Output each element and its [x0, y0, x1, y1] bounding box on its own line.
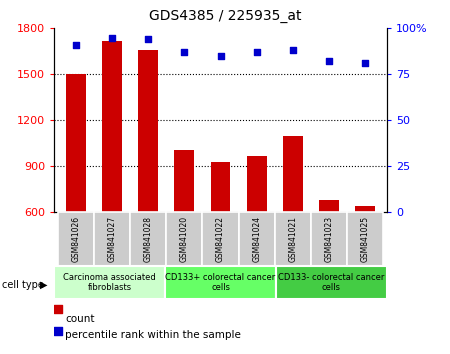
Point: [72, 42, 79, 48]
Bar: [58, 212, 94, 266]
Point: [362, 61, 369, 66]
Text: CD133- colorectal cancer
cells: CD133- colorectal cancer cells: [278, 273, 385, 292]
Bar: [311, 212, 347, 266]
Text: GSM841021: GSM841021: [288, 216, 297, 262]
Text: percentile rank within the sample: percentile rank within the sample: [65, 330, 241, 339]
Bar: [283, 136, 303, 212]
Text: GSM841026: GSM841026: [71, 216, 80, 262]
Text: GSM841022: GSM841022: [216, 216, 225, 262]
Bar: [165, 266, 276, 299]
Bar: [319, 200, 339, 212]
Bar: [276, 266, 387, 299]
Bar: [347, 212, 383, 266]
Text: GDS4385 / 225935_at: GDS4385 / 225935_at: [149, 9, 301, 23]
Text: count: count: [65, 314, 95, 324]
Point: [144, 36, 152, 42]
Text: CD133+ colorectal cancer
cells: CD133+ colorectal cancer cells: [166, 273, 275, 292]
Point: [54, 329, 62, 334]
Point: [217, 53, 224, 59]
Text: GSM841028: GSM841028: [144, 216, 153, 262]
Bar: [130, 212, 166, 266]
Bar: [94, 212, 130, 266]
Bar: [247, 156, 267, 212]
Text: ▶: ▶: [40, 280, 47, 290]
Bar: [54, 266, 165, 299]
Point: [289, 47, 297, 53]
Point: [181, 50, 188, 55]
Text: GSM841024: GSM841024: [252, 216, 261, 262]
Point: [54, 306, 62, 312]
Bar: [275, 212, 311, 266]
Point: [325, 59, 333, 64]
Text: GSM841025: GSM841025: [361, 216, 370, 262]
Text: GSM841027: GSM841027: [108, 216, 117, 262]
Bar: [166, 212, 203, 266]
Text: GSM841023: GSM841023: [324, 216, 333, 262]
Text: cell type: cell type: [2, 280, 44, 290]
Bar: [138, 50, 158, 212]
Bar: [238, 212, 275, 266]
Bar: [356, 206, 375, 212]
Point: [108, 35, 116, 40]
Bar: [202, 212, 238, 266]
Bar: [102, 41, 122, 212]
Text: GSM841020: GSM841020: [180, 216, 189, 262]
Bar: [66, 74, 86, 212]
Text: Carcinoma associated
fibroblasts: Carcinoma associated fibroblasts: [63, 273, 156, 292]
Bar: [211, 162, 230, 212]
Bar: [174, 149, 194, 212]
Point: [253, 50, 260, 55]
